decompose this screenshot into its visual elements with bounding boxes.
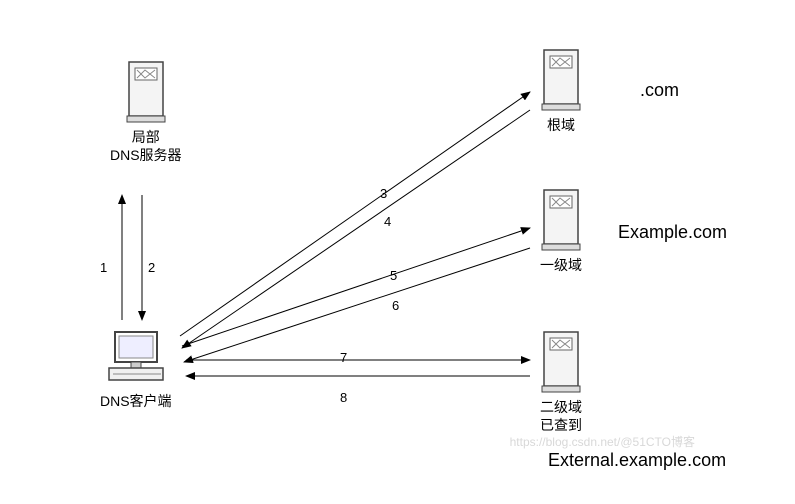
local-dns-label: 局部 DNS服务器 [110,128,182,164]
tld-server: 一级域 [540,188,582,274]
root-server: 根域 [540,48,582,134]
watermark: https://blog.csdn.net/@51CTO博客 [510,433,695,450]
arrow-label-5: 5 [390,268,397,283]
root-label: 根域 [547,116,575,134]
arrow-6 [184,248,530,362]
tld-label: 一级域 [540,256,582,274]
local-dns-server: 局部 DNS服务器 [110,60,182,164]
sld-server: 二级域 已查到 [540,330,582,434]
computer-icon [105,328,167,388]
sld-side-label: External.example.com [548,450,726,471]
arrow-label-6: 6 [392,298,399,313]
arrow-4 [182,110,530,348]
arrow-label-1: 1 [100,260,107,275]
arrow-label-3: 3 [380,186,387,201]
server-icon [540,330,582,394]
server-icon [540,48,582,112]
arrow-label-4: 4 [384,214,391,229]
server-icon [540,188,582,252]
root-side-label: .com [640,80,679,101]
server-icon [125,60,167,124]
sld-label: 二级域 已查到 [540,398,582,434]
arrow-5 [182,228,530,346]
arrow-label-2: 2 [148,260,155,275]
arrow-3 [180,92,530,336]
dns-client: DNS客户端 [100,328,172,410]
arrow-label-7: 7 [340,350,347,365]
arrow-label-8: 8 [340,390,347,405]
dns-client-label: DNS客户端 [100,392,172,410]
tld-side-label: Example.com [618,222,727,243]
